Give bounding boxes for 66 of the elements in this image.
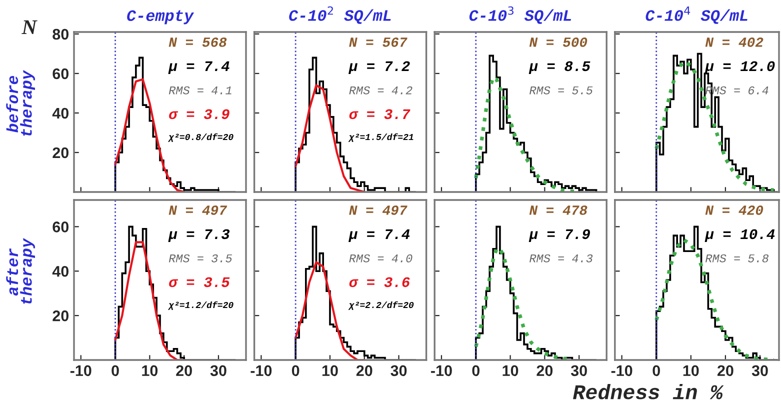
x-tick-label: 30 (390, 365, 407, 376)
annotation: μ = 8.5 (528, 61, 590, 74)
x-tick-label: 10 (502, 365, 518, 376)
annotation: RMS = 5.5 (530, 86, 593, 94)
annotation: μ = 7.9 (528, 229, 590, 242)
annotation: σ = 3.6 (349, 277, 410, 288)
x-tick-label: -10 (611, 365, 632, 376)
x-tick-label: 10 (683, 365, 699, 376)
annotation: N = 567 (349, 38, 408, 47)
annotation: χ²=1.2/df=20 (168, 301, 234, 310)
annotation: N = 497 (349, 206, 408, 215)
annotation: RMS = 4.1 (168, 86, 232, 94)
annotation: μ = 10.4 (704, 229, 775, 242)
annotation: RMS = 4.0 (349, 254, 412, 262)
x-tick-label: 30 (752, 365, 768, 376)
x-tick-label: 10 (142, 365, 158, 376)
x-tick-label: -10 (70, 365, 92, 376)
chart-title: C-empty (127, 10, 194, 24)
y-tick-label: 20 (52, 147, 69, 158)
x-tick-label: 0 (112, 365, 119, 376)
annotation: RMS = 4.2 (349, 86, 412, 94)
annotation: χ²=2.2/df=20 (348, 301, 414, 310)
x-tick-label: 0 (292, 365, 300, 376)
x-tick-label: 20 (536, 365, 553, 376)
annotation: RMS = 3.5 (168, 254, 232, 262)
x-tick-label: -10 (250, 365, 272, 376)
annotation: RMS = 4.3 (530, 254, 593, 262)
y-tick-label: 60 (52, 222, 69, 232)
x-tick-label: 30 (210, 365, 226, 376)
text: before therapy (6, 70, 35, 136)
chart-title: C-10$^{4}$ SQ/mL (646, 6, 748, 24)
x-tick-label: 20 (176, 365, 192, 376)
y-tick-label: 40 (52, 108, 69, 119)
y-tick-label: 20 (52, 310, 69, 322)
text: after therapy (6, 238, 35, 304)
annotation: σ = 3.9 (169, 109, 230, 120)
y-axis-title: N (22, 20, 38, 34)
annotation: μ = 7.4 (348, 229, 410, 242)
annotation: N = 402 (705, 38, 764, 47)
x-tick-label: -10 (431, 365, 452, 376)
annotation: σ = 3.5 (169, 277, 230, 288)
x-axis-title: Redness in % (573, 384, 724, 400)
annotation: σ = 3.7 (349, 109, 410, 120)
annotation: μ = 7.3 (168, 229, 230, 242)
annotation: N = 478 (529, 206, 588, 215)
chart-title: C-10$^{3}$ SQ/mL (469, 6, 572, 24)
annotation: N = 497 (168, 206, 228, 215)
x-tick-label: 20 (356, 365, 372, 376)
chart-title: C-10$^{2}$ SQ/mL (289, 6, 391, 24)
annotation: RMS = 5.8 (705, 254, 769, 262)
y-tick-label: 80 (52, 28, 69, 40)
y-tick-label: 60 (52, 68, 69, 80)
annotation: μ = 7.4 (168, 61, 230, 74)
annotation: N = 568 (168, 38, 227, 47)
x-tick-label: 0 (652, 365, 660, 376)
x-tick-label: 20 (717, 365, 734, 376)
annotation: χ²=1.5/df=21 (348, 133, 414, 142)
y-tick-label: 40 (52, 266, 69, 277)
x-tick-label: 10 (322, 365, 338, 376)
annotation: μ = 12.0 (704, 61, 775, 74)
x-tick-label: 30 (570, 365, 587, 376)
x-tick-label: 0 (472, 365, 480, 376)
annotation: χ²=0.8/df=20 (168, 133, 234, 142)
annotation: μ = 7.2 (348, 61, 410, 74)
annotation: N = 500 (529, 38, 588, 47)
annotation: N = 420 (705, 206, 764, 215)
